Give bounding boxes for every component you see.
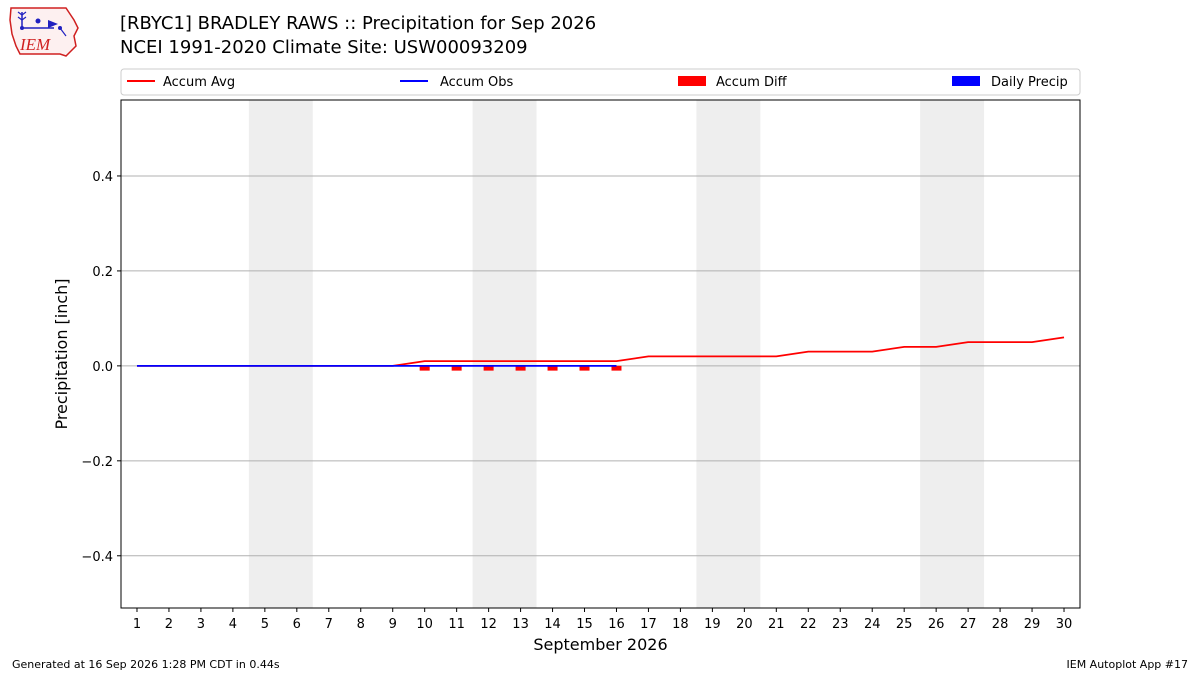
x-tick-label: 18 xyxy=(672,617,689,632)
chart-title: [RBYC1] BRADLEY RAWS :: Precipitation fo… xyxy=(120,13,597,34)
x-tick-label: 21 xyxy=(768,617,785,632)
legend-label-daily-precip: Daily Precip xyxy=(991,75,1068,90)
legend-label-accum-avg: Accum Avg xyxy=(163,75,235,90)
weekend-shade xyxy=(920,100,985,608)
x-tick-label: 14 xyxy=(544,617,561,632)
x-tick-label: 11 xyxy=(448,617,465,632)
weekend-shade xyxy=(472,100,537,608)
x-tick-label: 12 xyxy=(480,617,497,632)
x-tick-label: 22 xyxy=(800,617,817,632)
y-tick-label: −0.4 xyxy=(81,550,113,565)
x-tick-label: 23 xyxy=(832,617,849,632)
x-tick-label: 5 xyxy=(261,617,269,632)
x-tick-label: 3 xyxy=(197,617,205,632)
legend-swatch-daily-precip xyxy=(952,76,980,86)
weekend-shade xyxy=(696,100,761,608)
plot-frame xyxy=(120,99,1081,609)
iem-logo: IEM xyxy=(8,6,80,62)
x-tick-label: 2 xyxy=(165,617,173,632)
x-tick-label: 9 xyxy=(389,617,397,632)
y-tick-label: 0.0 xyxy=(92,360,113,375)
x-tick-label: 4 xyxy=(229,617,237,632)
x-tick-label: 25 xyxy=(896,617,913,632)
legend-label-accum-diff: Accum Diff xyxy=(716,75,788,90)
x-tick-label: 8 xyxy=(357,617,365,632)
x-tick-label: 15 xyxy=(576,617,593,632)
accum-diff-bar xyxy=(483,365,494,371)
x-tick-label: 30 xyxy=(1056,617,1073,632)
x-tick-label: 17 xyxy=(640,617,657,632)
x-tick-label: 28 xyxy=(992,617,1009,632)
x-tick-label: 6 xyxy=(293,617,301,632)
x-axis-label: September 2026 xyxy=(533,635,667,654)
x-tick-label: 7 xyxy=(325,617,333,632)
legend-swatch-accum-diff xyxy=(678,76,706,86)
accum-diff-bar xyxy=(419,365,430,371)
x-tick-label: 26 xyxy=(928,617,945,632)
accum-diff-bar xyxy=(515,365,526,371)
chart-subtitle: NCEI 1991-2020 Climate Site: USW00093209 xyxy=(120,37,528,58)
x-tick-label: 10 xyxy=(416,617,433,632)
x-tick-label: 29 xyxy=(1024,617,1041,632)
footer-generated-text: Generated at 16 Sep 2026 1:28 PM CDT in … xyxy=(12,658,280,671)
x-tick-label: 13 xyxy=(512,617,529,632)
iem-logo-text: IEM xyxy=(19,35,51,54)
legend-box xyxy=(120,68,1081,96)
y-tick-label: 0.4 xyxy=(92,170,113,185)
y-tick-label: −0.2 xyxy=(81,455,113,470)
y-axis-label: Precipitation [inch] xyxy=(52,278,71,429)
footer-app-text: IEM Autoplot App #17 xyxy=(1066,658,1189,671)
x-tick-label: 1 xyxy=(133,617,141,632)
x-tick-label: 24 xyxy=(864,617,881,632)
x-tick-label: 20 xyxy=(736,617,753,632)
x-tick-label: 16 xyxy=(608,617,625,632)
legend-label-accum-obs: Accum Obs xyxy=(440,75,513,90)
accum-diff-bar xyxy=(579,365,590,371)
weekend-shade xyxy=(248,100,313,608)
accum-diff-bar xyxy=(611,365,622,371)
accum-diff-bar xyxy=(547,365,558,371)
accum-diff-bar xyxy=(451,365,462,371)
x-tick-label: 19 xyxy=(704,617,721,632)
y-tick-label: 0.2 xyxy=(92,265,113,280)
x-tick-label: 27 xyxy=(960,617,977,632)
